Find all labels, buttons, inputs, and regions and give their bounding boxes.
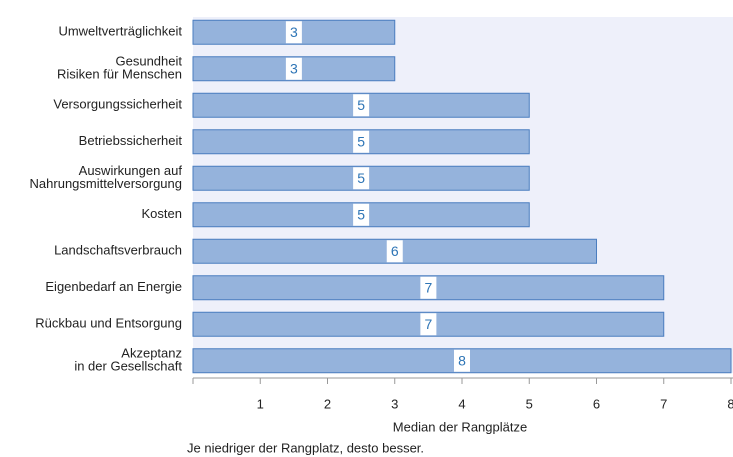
value-label: 8 bbox=[458, 352, 466, 368]
y-tick-label: Eigenbedarf an Energie bbox=[45, 279, 182, 294]
value-label: 7 bbox=[424, 316, 432, 332]
y-tick-label: Gesundheit Risiken für Menschen bbox=[57, 54, 182, 82]
x-axis-label: Median der Rangplätze bbox=[393, 419, 527, 434]
value-label-bg bbox=[285, 21, 302, 44]
x-tick-label: 5 bbox=[526, 396, 533, 411]
y-tick-label: Kosten bbox=[142, 206, 182, 221]
value-label: 5 bbox=[357, 97, 365, 113]
value-label-bg bbox=[386, 240, 403, 263]
y-tick-label: Rückbau und Entsorgung bbox=[35, 316, 182, 331]
value-label: 5 bbox=[357, 206, 365, 222]
y-tick-label-line: Auswirkungen auf bbox=[79, 163, 183, 178]
footnote: Je niedriger der Rangplatz, desto besser… bbox=[187, 440, 424, 455]
value-label: 3 bbox=[290, 24, 298, 40]
value-label-bg bbox=[353, 94, 370, 117]
y-tick-label-line: Umweltverträglichkeit bbox=[58, 24, 182, 39]
value-label-bg bbox=[285, 57, 302, 80]
y-tick-label-line: Kosten bbox=[142, 206, 182, 221]
value-label: 7 bbox=[424, 279, 432, 295]
value-label-bg bbox=[420, 276, 437, 299]
y-tick-label-line: Eigenbedarf an Energie bbox=[45, 279, 182, 294]
value-label-bg bbox=[353, 167, 370, 190]
y-tick-label-line: Versorgungssicherheit bbox=[53, 97, 182, 112]
value-label-bg bbox=[454, 349, 470, 372]
value-label-bg bbox=[420, 313, 437, 336]
value-label: 3 bbox=[290, 60, 298, 76]
y-tick-label: Landschaftsverbrauch bbox=[54, 243, 182, 258]
y-tick-label: Auswirkungen auf Nahrungsmittelversorgung bbox=[30, 163, 183, 191]
y-tick-label-line: Akzeptanz bbox=[121, 346, 182, 361]
value-label-bg bbox=[353, 203, 370, 226]
y-tick-label-line: in der Gesellschaft bbox=[74, 359, 182, 374]
y-tick-label: Akzeptanz in der Gesellschaft bbox=[74, 346, 182, 374]
x-tick-label: 7 bbox=[660, 396, 667, 411]
x-tick-label: 2 bbox=[324, 396, 331, 411]
y-tick-label: Betriebssicherheit bbox=[79, 133, 183, 148]
y-tick-label-line: Rückbau und Entsorgung bbox=[35, 316, 182, 331]
x-tick-label: 8 bbox=[727, 396, 733, 411]
x-tick-label: 1 bbox=[257, 396, 264, 411]
value-label: 6 bbox=[391, 243, 399, 259]
value-label-bg bbox=[353, 130, 370, 153]
y-tick-label: Versorgungssicherheit bbox=[53, 97, 182, 112]
value-label: 5 bbox=[357, 133, 365, 149]
x-tick-label: 3 bbox=[391, 396, 398, 411]
y-tick-label-line: Gesundheit bbox=[116, 54, 183, 69]
y-tick-label-line: Landschaftsverbrauch bbox=[54, 243, 182, 258]
x-tick-label: 4 bbox=[458, 396, 465, 411]
y-tick-label-line: Nahrungsmittelversorgung bbox=[30, 176, 182, 191]
x-tick-label: 6 bbox=[593, 396, 600, 411]
y-tick-label-line: Betriebssicherheit bbox=[79, 133, 183, 148]
value-label: 5 bbox=[357, 170, 365, 186]
y-tick-label-line: Risiken für Menschen bbox=[57, 67, 182, 82]
y-tick-label: Umweltverträglichkeit bbox=[58, 24, 182, 39]
